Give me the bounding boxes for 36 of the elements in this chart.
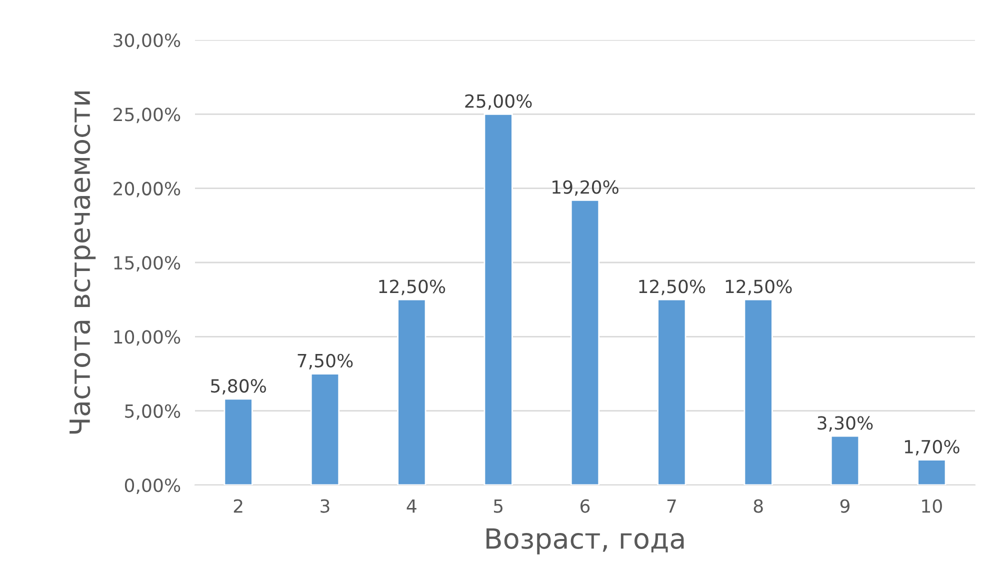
data-label: 12,50% — [379, 280, 446, 296]
bar — [830, 435, 860, 485]
data-label: 25,00% — [465, 94, 532, 110]
x-tick-label: 5 — [494, 499, 502, 513]
x-tick-label: 10 — [922, 499, 942, 513]
x-tick-label: 3 — [320, 499, 330, 513]
data-label: 5,80% — [211, 379, 266, 395]
bar — [224, 398, 253, 485]
x-tick-label: 8 — [754, 499, 763, 513]
x-tick-label: 4 — [406, 499, 416, 513]
data-label: 12,50% — [726, 280, 792, 296]
x-tick-label: 7 — [667, 499, 676, 513]
y-tick-label: 5,00% — [125, 404, 180, 420]
x-axis-title: Возраст, года — [486, 528, 684, 554]
bar — [484, 113, 513, 485]
x-tick-label: 9 — [840, 499, 850, 513]
y-axis-title: Частота встречаемости — [70, 91, 96, 434]
x-tick-label: 2 — [234, 499, 242, 513]
data-label: 3,30% — [818, 416, 873, 432]
y-tick-label: 10,00% — [114, 330, 180, 346]
y-tick-label: 30,00% — [114, 33, 180, 49]
data-label: 1,70% — [904, 440, 960, 456]
bar — [744, 298, 773, 485]
y-tick-label: 0,00% — [124, 478, 180, 494]
y-tick-label: 15,00% — [114, 256, 180, 272]
data-label: 7,50% — [298, 354, 353, 370]
bar — [570, 200, 600, 485]
bar — [310, 373, 340, 485]
bar — [917, 459, 946, 485]
y-tick-label: 20,00% — [114, 182, 180, 198]
bar — [397, 298, 426, 485]
y-tick-label: 25,00% — [114, 108, 180, 124]
x-tick-label: 6 — [580, 499, 590, 513]
data-label: 19,20% — [552, 180, 618, 196]
bar — [657, 298, 686, 485]
data-label: 12,50% — [639, 280, 706, 296]
